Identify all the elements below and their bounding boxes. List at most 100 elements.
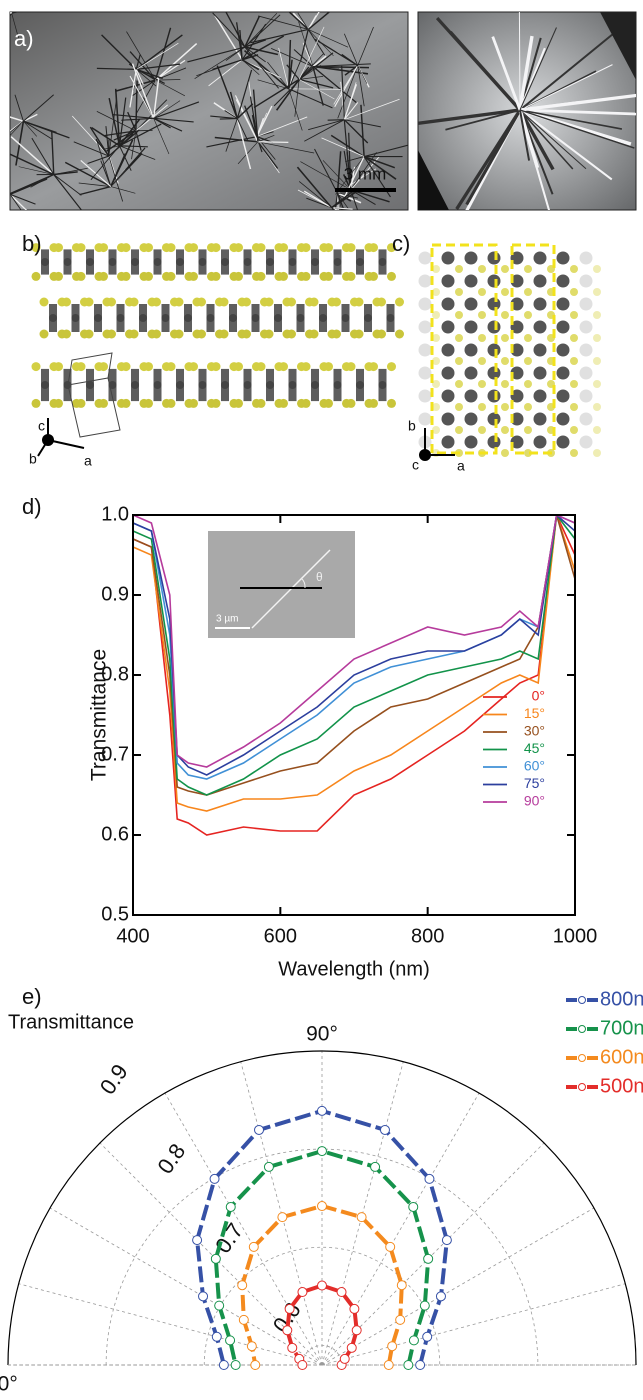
theta-tick-label: 90° (306, 1023, 338, 1046)
atom-s (189, 362, 198, 372)
legend-label: 600nm (600, 1046, 643, 1068)
x-tick-label: 1000 (553, 925, 598, 947)
crystal-needle (96, 138, 112, 187)
atom-s (478, 311, 486, 319)
crystal-needle (336, 193, 339, 210)
atom-s (39, 329, 49, 339)
crystal-needle (519, 109, 635, 149)
crystal-needle (11, 12, 16, 14)
crystal-needle (129, 51, 156, 81)
series-marker (211, 1331, 222, 1342)
series-line (133, 515, 575, 836)
crystal-needle (518, 109, 555, 171)
atom-m (288, 381, 297, 389)
crystal-needle (110, 147, 146, 187)
series-marker (356, 1212, 367, 1223)
theta-grid (321, 1207, 595, 1366)
crystal-needle (257, 79, 289, 90)
crystal-needle (30, 174, 54, 188)
atom-s (76, 271, 86, 281)
crystal-needle (330, 134, 365, 158)
legend-label: 30° (524, 723, 545, 739)
crystal-needle (244, 39, 266, 48)
atom-faded (418, 366, 432, 380)
atom-s (234, 398, 243, 408)
panel-label: e) (22, 984, 42, 1009)
y-tick-label: 0.5 (101, 903, 129, 925)
series-marker (297, 1287, 308, 1298)
chain-box (510, 243, 556, 455)
atom-s (301, 271, 311, 281)
atom-m (487, 435, 501, 449)
crystal-needle (127, 111, 137, 132)
atom-s (264, 329, 274, 339)
atom-m (94, 314, 102, 322)
atom-m (487, 274, 501, 288)
y-tick-label: 0.8 (101, 663, 129, 685)
atom-m (356, 258, 364, 266)
atom-m (221, 381, 229, 389)
atom-m (533, 343, 547, 357)
atom-s (593, 380, 601, 388)
atom-s (189, 398, 198, 408)
atom-m (86, 258, 94, 266)
atom-s (129, 329, 139, 339)
atom-m (198, 258, 207, 266)
atom-faded (579, 435, 593, 449)
atom-s (593, 426, 601, 434)
crystal-needle (519, 93, 636, 112)
atom-s (54, 362, 63, 372)
atom-m (86, 381, 94, 389)
atom-m (556, 343, 570, 357)
crystal-needle (257, 141, 289, 144)
atom-s (387, 398, 396, 408)
crystal-needle (296, 166, 333, 209)
atom-s (99, 362, 108, 372)
crystal-needle (31, 137, 55, 175)
series-marker (225, 1335, 236, 1346)
crystal-needle (252, 89, 259, 142)
crystal-needle (244, 13, 278, 48)
crystal-needle (225, 12, 246, 48)
crystals (10, 12, 408, 210)
crystal-needle (343, 102, 359, 120)
crystal-needle (519, 26, 622, 111)
crystal-needle (10, 12, 12, 14)
crystal-needle (288, 88, 342, 90)
crystal-needle (337, 193, 343, 210)
atom-s (346, 271, 356, 281)
atom-s (395, 329, 404, 339)
crystal-needle (89, 126, 110, 157)
r-axis-label: Transmittance (8, 1011, 134, 1033)
crystal-needle (135, 130, 142, 151)
axis-glyph-label: b (29, 451, 37, 467)
atom-s (501, 449, 509, 457)
crystal-needle (10, 12, 13, 14)
crystal-needle (344, 64, 359, 76)
atom-m (556, 274, 570, 288)
atom-s (107, 297, 116, 307)
atom-s (478, 403, 486, 411)
crystal-needle (256, 136, 276, 160)
atom-s (84, 297, 94, 307)
crystal-needle (155, 79, 186, 97)
atom-s (432, 334, 440, 342)
atom-s (144, 362, 153, 372)
series-marker (424, 1173, 435, 1184)
atom-s (152, 329, 161, 339)
crystal-needle (154, 27, 172, 81)
atom-m (464, 435, 478, 449)
crystal-needle (119, 145, 132, 171)
crystal-needle (10, 12, 13, 14)
crystal-needle (288, 12, 309, 30)
panel-label: b) (22, 231, 42, 256)
crystal-needle (23, 120, 57, 134)
crystal-needle (297, 189, 332, 209)
atom-s (166, 362, 176, 372)
atom-m (49, 314, 57, 322)
photo-left (9, 11, 409, 211)
atom-faded (579, 343, 593, 357)
atom-m (131, 381, 139, 389)
crystal-needle (298, 52, 334, 80)
series-line (133, 515, 575, 796)
